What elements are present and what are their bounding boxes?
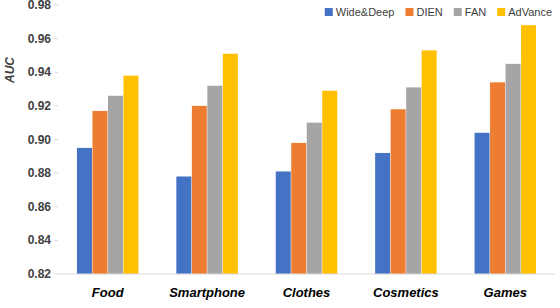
bars xyxy=(77,25,536,274)
x-tick-label: Cosmetics xyxy=(373,285,439,300)
y-tick xyxy=(54,240,58,241)
y-tick-label: 0.96 xyxy=(28,32,52,46)
y-tick-label: 0.92 xyxy=(28,99,52,113)
bar xyxy=(223,54,238,274)
chart: 0.82 0.84 0.86 0.88 0.90 0.92 0.94 0.96 0.98 AUC F… xyxy=(0,0,560,308)
y-tick xyxy=(54,206,58,207)
y-tick-label: 0.86 xyxy=(28,200,52,214)
legend: Wide&Deep DIEN FAN AdVance xyxy=(325,6,552,18)
bar xyxy=(108,96,123,274)
x-tick-label: Food xyxy=(92,285,125,300)
y-tick-label: 0.90 xyxy=(28,133,52,147)
bar xyxy=(521,25,536,274)
bar xyxy=(92,111,107,274)
legend-label: FAN xyxy=(465,6,486,18)
bar xyxy=(77,148,92,274)
x-tick-label: Smartphone xyxy=(169,285,245,300)
bar xyxy=(123,76,138,274)
x-tick-label: Games xyxy=(484,285,527,300)
bar xyxy=(391,109,406,274)
bar xyxy=(322,91,337,274)
bar xyxy=(406,87,421,274)
y-tick xyxy=(54,5,58,6)
legend-swatch xyxy=(405,8,413,16)
bar xyxy=(192,106,207,274)
legend-label: Wide&Deep xyxy=(336,6,395,18)
legend-swatch xyxy=(497,8,505,16)
x-axis xyxy=(58,274,555,275)
y-tick xyxy=(54,38,58,39)
bar xyxy=(475,133,490,274)
legend-swatch xyxy=(454,8,462,16)
y-tick xyxy=(54,139,58,140)
y-tick-label: 0.94 xyxy=(28,65,52,79)
bar xyxy=(375,153,390,274)
y-tick xyxy=(54,105,58,106)
y-tick-label: 0.88 xyxy=(28,166,52,180)
y-tick xyxy=(54,72,58,73)
bar xyxy=(307,123,322,274)
y-axis-label: AUC xyxy=(3,57,17,84)
legend-label: DIEN xyxy=(416,6,442,18)
bar xyxy=(276,171,291,274)
bar xyxy=(422,50,437,274)
legend-swatch xyxy=(325,8,333,16)
y-tick xyxy=(54,274,58,275)
y-tick xyxy=(54,173,58,174)
legend-label: AdVance xyxy=(508,6,552,18)
bar xyxy=(490,82,505,274)
bar xyxy=(291,143,306,274)
bar xyxy=(207,86,222,274)
y-tick-label: 0.82 xyxy=(28,267,52,281)
y-tick-label: 0.98 xyxy=(28,0,52,12)
y-tick-label: 0.84 xyxy=(28,233,52,247)
x-tick-label: Clothes xyxy=(283,285,331,300)
bar xyxy=(176,176,191,274)
bar xyxy=(506,64,521,274)
